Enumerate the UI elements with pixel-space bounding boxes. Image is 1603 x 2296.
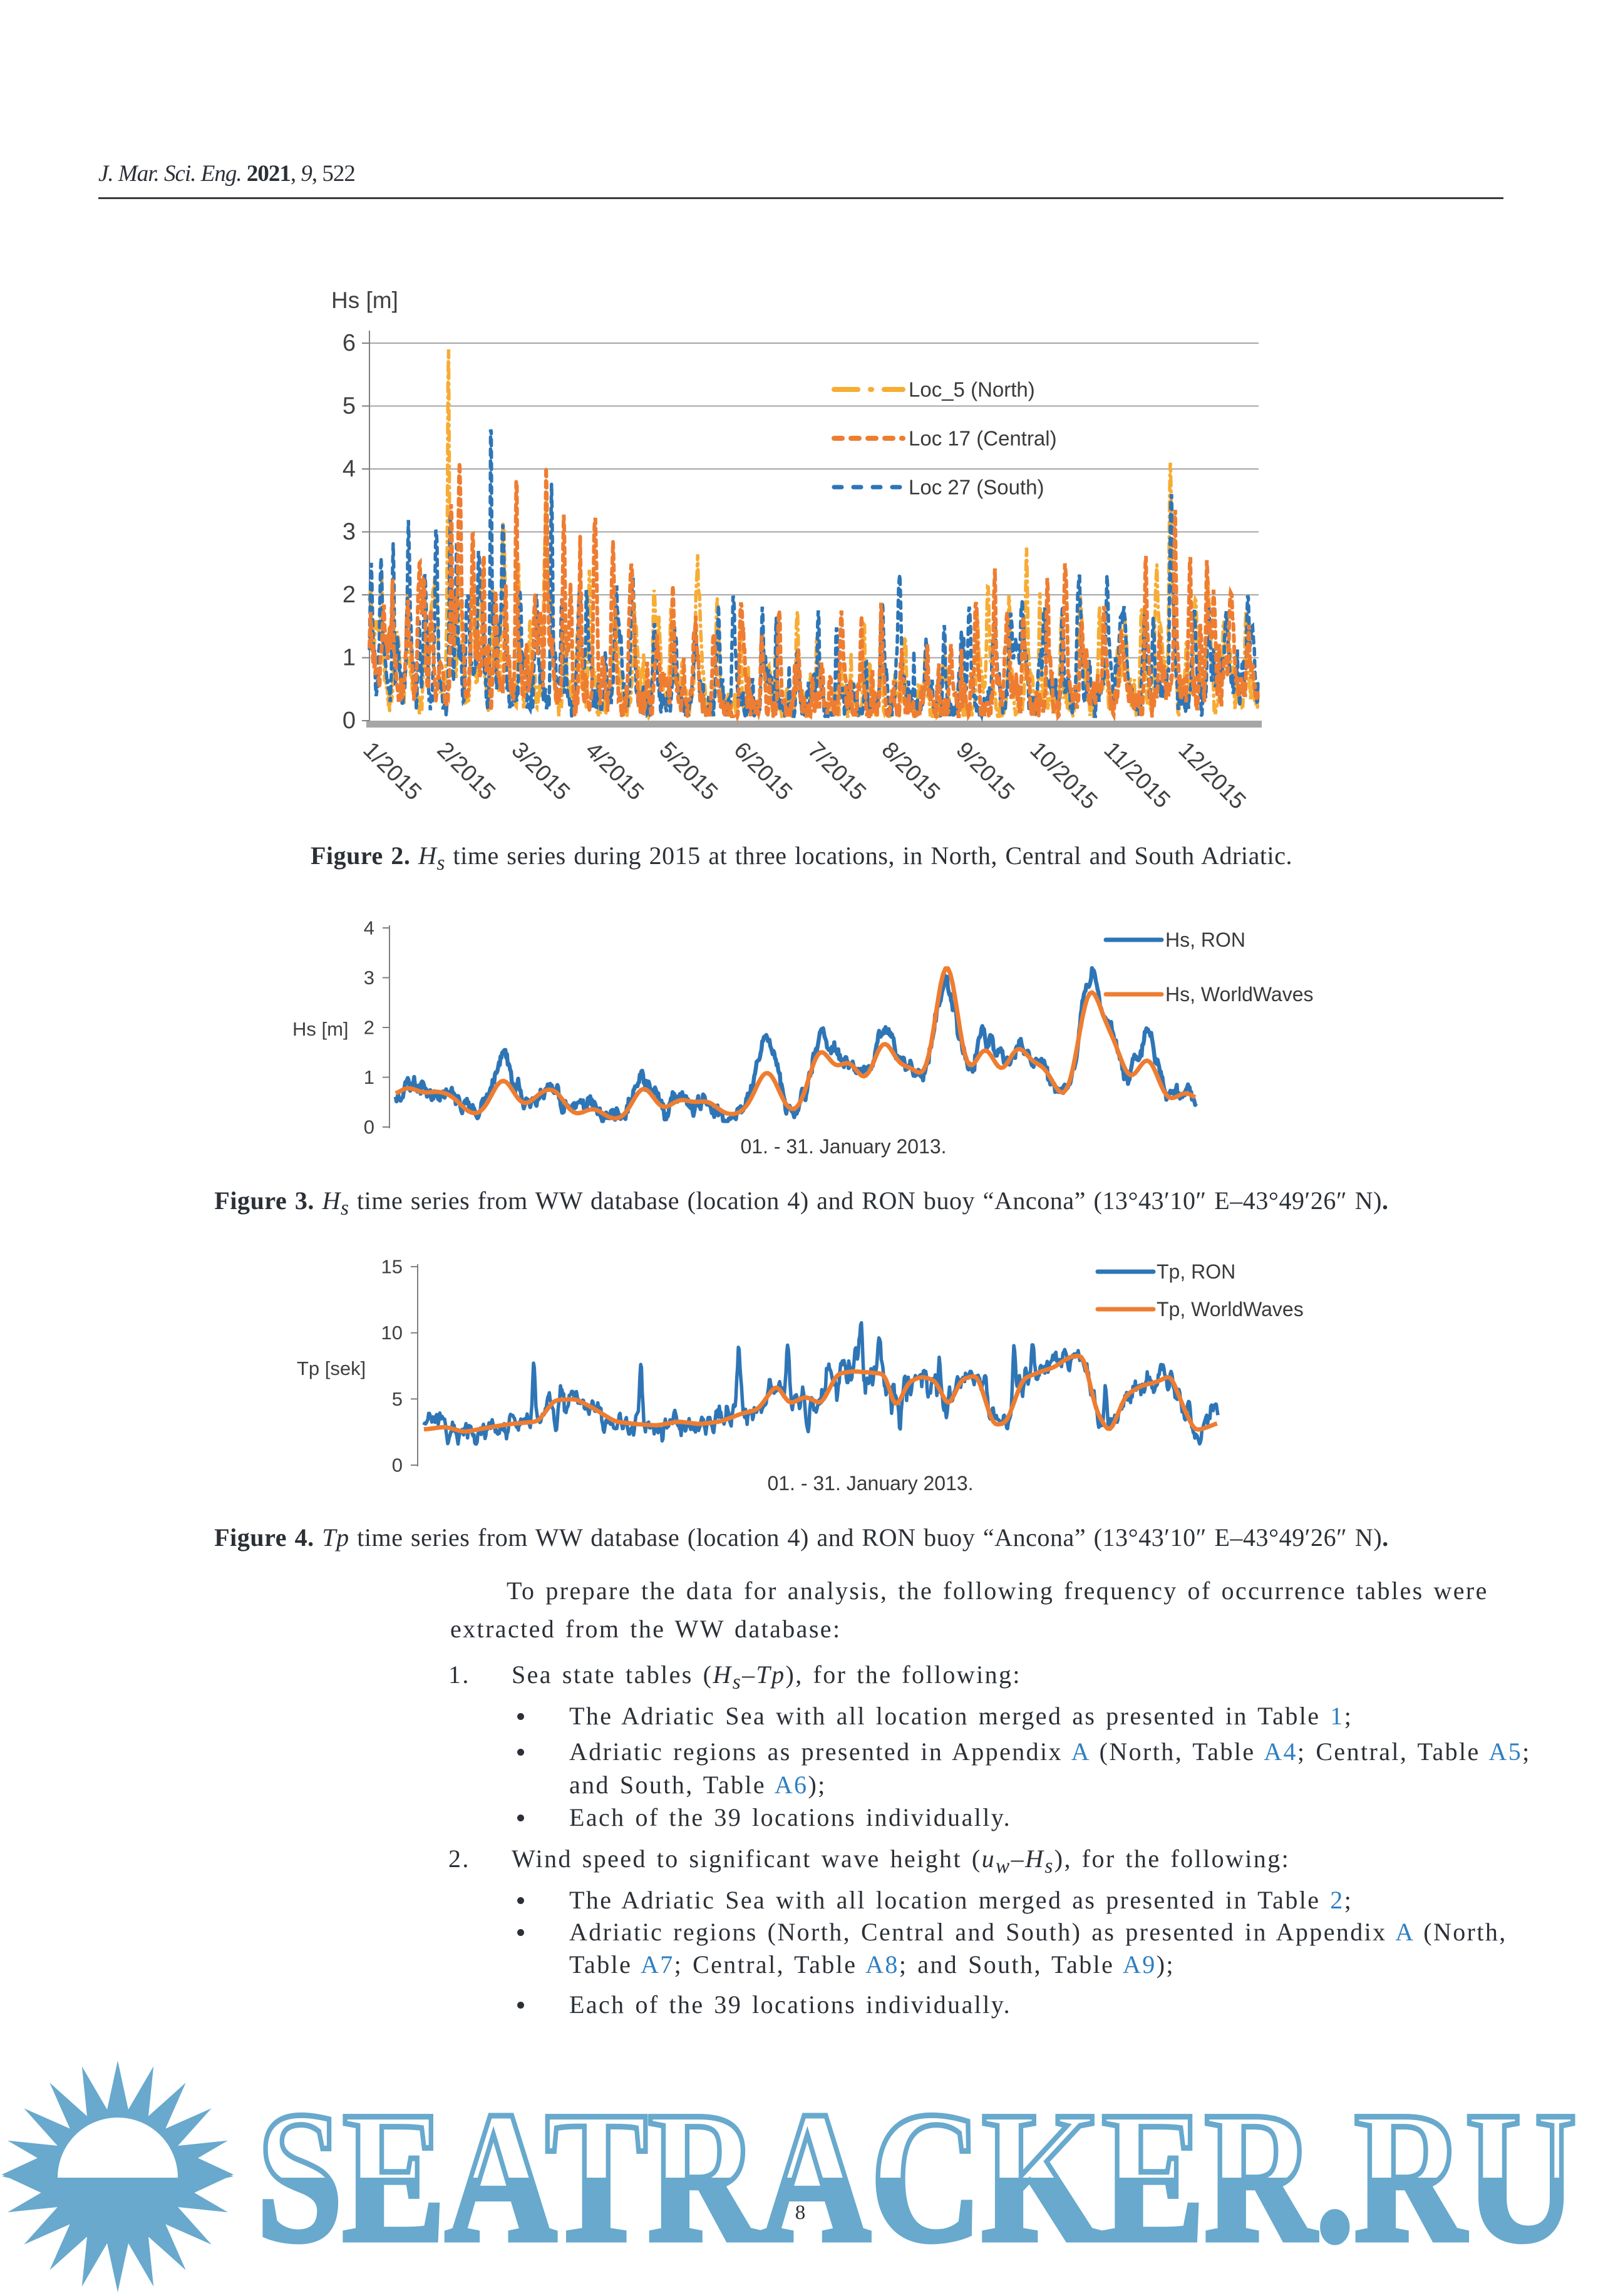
svg-text:9/2015: 9/2015 [951,737,1019,805]
svg-text:Loc_5 (North): Loc_5 (North) [909,378,1035,401]
svg-text:Tp, RON: Tp, RON [1157,1260,1235,1283]
svg-text:1: 1 [343,645,356,671]
svg-text:3/2015: 3/2015 [507,737,575,805]
svg-text:4: 4 [343,456,356,482]
svg-text:Loc 27 (South): Loc 27 (South) [909,476,1044,499]
svg-text:01. - 31. January 2013.: 01. - 31. January 2013. [767,1472,973,1495]
svg-text:6: 6 [343,330,356,356]
svg-text:Tp, WorldWaves: Tp, WorldWaves [1157,1298,1304,1320]
svg-text:7/2015: 7/2015 [803,737,871,805]
svg-text:4: 4 [364,917,374,939]
svg-text:SEATRACKER.RU: SEATRACKER.RU [257,2072,1577,2280]
svg-text:5: 5 [392,1388,403,1410]
svg-text:12/2015: 12/2015 [1173,737,1251,815]
svg-text:Hs [m]: Hs [m] [292,1018,349,1040]
svg-text:2: 2 [343,582,356,608]
svg-text:4/2015: 4/2015 [580,737,649,805]
svg-text:01. - 31. January 2013.: 01. - 31. January 2013. [740,1135,946,1158]
svg-text:0: 0 [392,1454,403,1476]
svg-text:0: 0 [343,708,356,734]
svg-text:Hs, RON: Hs, RON [1165,929,1245,951]
svg-text:Loc 17 (Central): Loc 17 (Central) [909,427,1057,450]
svg-text:6/2015: 6/2015 [729,737,797,805]
svg-text:10/2015: 10/2015 [1025,737,1103,815]
svg-text:Hs [m]: Hs [m] [331,287,398,313]
svg-text:0: 0 [364,1116,374,1138]
svg-text:1: 1 [364,1066,374,1088]
svg-text:10: 10 [381,1322,403,1344]
svg-text:15: 15 [381,1256,403,1278]
svg-text:11/2015: 11/2015 [1099,737,1175,813]
svg-text:2: 2 [364,1017,374,1039]
svg-text:3: 3 [364,967,374,989]
svg-text:3: 3 [343,519,356,545]
svg-text:5: 5 [343,393,356,420]
svg-text:8/2015: 8/2015 [877,737,945,805]
svg-text:5/2015: 5/2015 [654,737,723,805]
svg-text:1/2015: 1/2015 [358,737,426,805]
svg-text:Hs, WorldWaves: Hs, WorldWaves [1165,983,1313,1006]
svg-text:2/2015: 2/2015 [432,737,500,805]
svg-text:Tp [sek]: Tp [sek] [297,1357,366,1379]
